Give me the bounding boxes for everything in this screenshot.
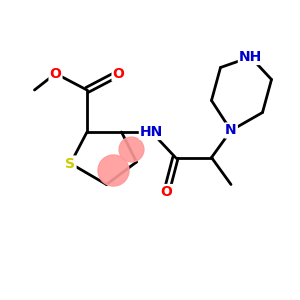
Text: O: O [112, 67, 124, 80]
Text: N: N [225, 124, 237, 137]
Text: O: O [50, 67, 61, 80]
Text: S: S [65, 157, 76, 170]
Text: NH: NH [239, 50, 262, 64]
Text: O: O [160, 185, 172, 199]
Text: HN: HN [140, 125, 163, 139]
Point [110, 167, 115, 172]
Point [128, 146, 133, 151]
